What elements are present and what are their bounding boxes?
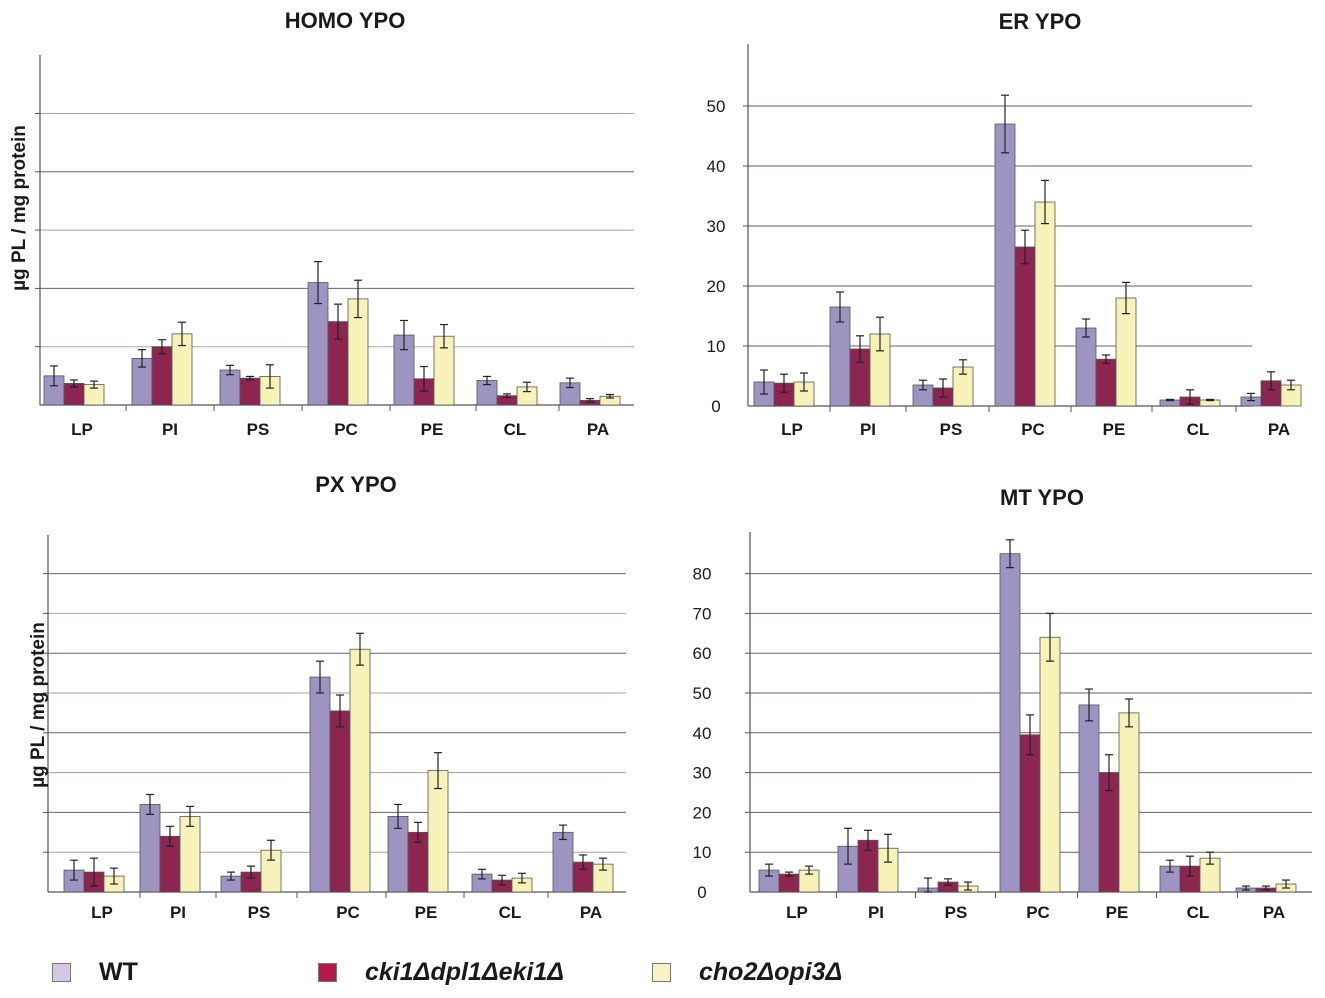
legend-item-cki1-dpl1-eki1: cki1Δdpl1Δeki1Δ <box>318 958 564 987</box>
bar-wt-pc <box>309 676 331 893</box>
legend: WT cki1Δdpl1Δeki1Δ cho2Δopi3Δ <box>0 958 1325 998</box>
bar-cho2-opi3-pi <box>179 815 201 893</box>
bar-cki1-dpl1-eki1-pc <box>1014 246 1036 407</box>
y-tick-label: 40 <box>707 157 726 176</box>
bar-wt-pa <box>552 831 574 893</box>
legend-item-cho2-opi3: cho2Δopi3Δ <box>652 958 842 987</box>
bar-cki1-dpl1-eki1-pe <box>1095 358 1117 407</box>
y-tick-label: 80 <box>693 565 712 584</box>
chart-title: ER YPO <box>999 9 1082 34</box>
x-tick-label-cl: CL <box>1187 903 1210 922</box>
y-tick-label: 40 <box>693 724 712 743</box>
y-axis-label: µg PL / mg protein <box>9 125 30 291</box>
x-tick-label-pe: PE <box>1106 903 1129 922</box>
y-tick-label: 20 <box>693 803 712 822</box>
x-tick-label-pe: PE <box>415 903 438 922</box>
y-tick-label: 0 <box>697 883 706 902</box>
bar-cki1-dpl1-eki1-ps <box>239 377 261 406</box>
chart-title: HOMO YPO <box>285 8 406 33</box>
x-tick-label-lp: LP <box>786 903 808 922</box>
chart-title: PX YPO <box>315 472 397 497</box>
y-tick-label: 50 <box>707 97 726 116</box>
bar-wt-pe <box>1075 327 1097 407</box>
chart-er-ypo: ER YPO 0 10 20 30 40 50 LP PI PS PC PE CL PA <box>707 9 1302 439</box>
y-tick-label: 20 <box>707 277 726 296</box>
y-tick-label: 60 <box>693 644 712 663</box>
y-tick-label: 50 <box>693 684 712 703</box>
bar-wt-pe <box>1078 704 1100 893</box>
x-tick-label-pi: PI <box>868 903 884 922</box>
x-tick-label-pc: PC <box>1021 420 1045 439</box>
x-tick-label-ps: PS <box>247 420 270 439</box>
bar-cho2-opi3-pc <box>349 648 371 893</box>
x-tick-label-pi: PI <box>170 903 186 922</box>
x-tick-label-pc: PC <box>1026 903 1050 922</box>
x-tick-label-pa: PA <box>587 420 609 439</box>
y-tick-label: 70 <box>693 604 712 623</box>
x-tick-label-ps: PS <box>248 903 271 922</box>
x-tick-label-lp: LP <box>71 420 93 439</box>
y-tick-label: 10 <box>693 843 712 862</box>
legend-label-cho2-opi3: cho2Δopi3Δ <box>699 958 843 986</box>
x-tick-label-cl: CL <box>504 420 527 439</box>
legend-swatch-cho2-opi3 <box>652 963 671 982</box>
bar-cki1-dpl1-eki1-pc <box>1019 734 1041 893</box>
y-tick-label: 30 <box>693 764 712 783</box>
bar-cki1-dpl1-eki1-pc <box>329 710 351 893</box>
x-tick-label-pa: PA <box>580 903 602 922</box>
x-tick-label-ps: PS <box>945 903 968 922</box>
legend-label-wt: WT <box>99 958 138 986</box>
chart-mt-ypo: MT YPO 0 10 20 30 40 50 60 70 80 LP PI PS PC PE CL PA <box>693 485 1312 922</box>
y-axis-label: µg PL / mg protein <box>28 622 49 788</box>
bar-cho2-opi3-pe <box>1118 712 1140 893</box>
x-tick-label-lp: LP <box>91 903 113 922</box>
y-tick-label: 30 <box>707 217 726 236</box>
y-tick-label: 10 <box>707 337 726 356</box>
x-tick-label-ps: PS <box>940 420 963 439</box>
chart-px-ypo: PX YPO µg PL / mg protein LP PI PS PC PE CL PA <box>28 472 626 922</box>
x-tick-label-lp: LP <box>781 420 803 439</box>
legend-swatch-cki1-dpl1-eki1 <box>318 963 337 982</box>
bar-cho2-opi3-pc <box>1039 636 1061 893</box>
bar-cho2-opi3-pc <box>1034 201 1056 407</box>
chart-title: MT YPO <box>1000 485 1084 510</box>
figure: HOMO YPO µg PL / mg protein LP PI PS PC PE CL PA… <box>9 8 1312 922</box>
bar-cki1-dpl1-eki1-lp <box>778 873 800 893</box>
x-tick-label-pi: PI <box>860 420 876 439</box>
x-tick-label-pa: PA <box>1263 903 1285 922</box>
x-tick-label-pe: PE <box>1103 420 1126 439</box>
x-tick-label-pc: PC <box>336 903 360 922</box>
bar-wt-pi <box>139 804 161 893</box>
x-tick-label-pe: PE <box>421 420 444 439</box>
chart-homo-ypo: HOMO YPO µg PL / mg protein LP PI PS PC PE CL PA <box>9 8 634 439</box>
legend-item-wt: WT <box>52 958 138 987</box>
y-tick-label: 0 <box>711 397 720 416</box>
x-tick-label-cl: CL <box>1187 420 1210 439</box>
x-tick-label-pa: PA <box>1268 420 1290 439</box>
bar-wt-pc <box>994 123 1016 407</box>
bar-cki1-dpl1-eki1-pi <box>151 346 173 406</box>
legend-swatch-wt <box>52 963 71 982</box>
bar-wt-pc <box>999 553 1021 893</box>
legend-label-cki1-dpl1-eki1: cki1Δdpl1Δeki1Δ <box>365 958 565 986</box>
x-tick-label-pc: PC <box>334 420 358 439</box>
x-tick-label-pi: PI <box>162 420 178 439</box>
x-tick-label-cl: CL <box>499 903 522 922</box>
